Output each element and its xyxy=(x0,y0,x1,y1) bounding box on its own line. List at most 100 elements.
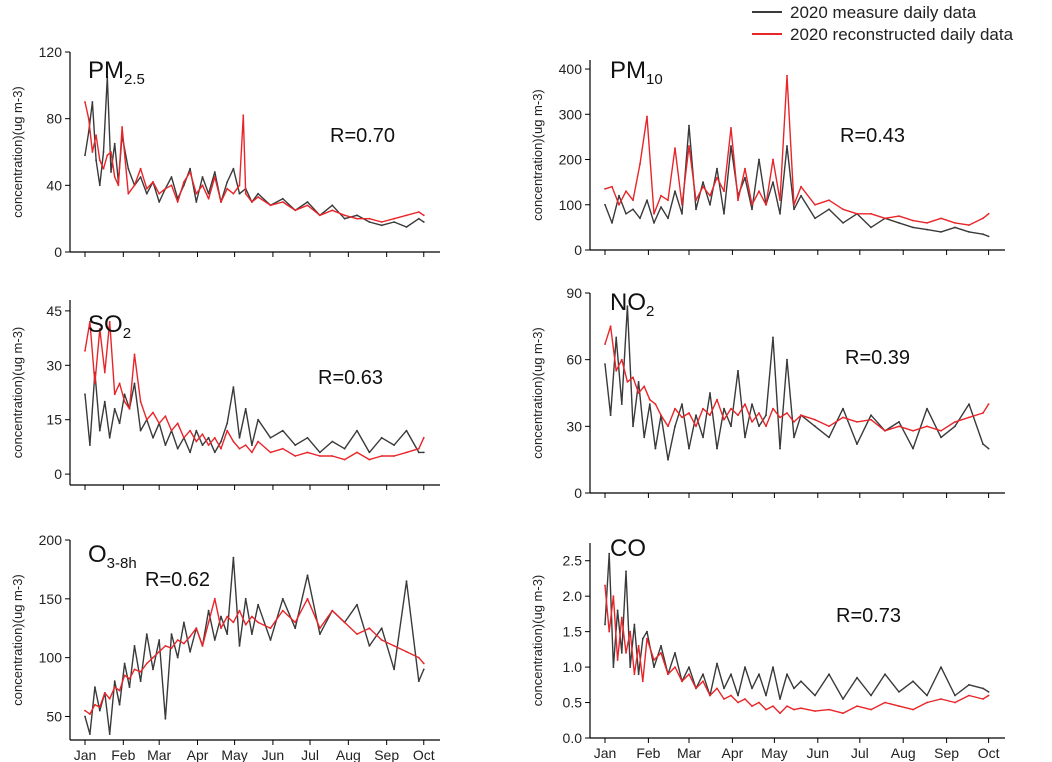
data-point-reconstructed xyxy=(772,407,774,410)
correlation-label: R=0.39 xyxy=(845,347,910,369)
data-point-measured xyxy=(751,403,753,405)
panel-title-main: CO xyxy=(610,535,646,562)
data-point-measured xyxy=(912,226,914,229)
data-point-measured xyxy=(723,687,725,690)
data-point-reconstructed xyxy=(637,644,640,647)
data-point-measured xyxy=(615,336,618,339)
data-point-measured xyxy=(633,623,636,626)
data-point-reconstructed xyxy=(751,203,753,206)
x-tick-label: May xyxy=(221,747,247,762)
data-point-reconstructed xyxy=(89,320,91,323)
data-point-reconstructed xyxy=(393,217,395,220)
data-point-reconstructed xyxy=(609,325,612,328)
data-point-reconstructed xyxy=(269,451,272,454)
data-point-measured xyxy=(793,208,795,211)
y-tick-label: 400 xyxy=(559,61,583,77)
data-point-measured xyxy=(145,633,148,635)
data-point-measured xyxy=(674,652,676,654)
data-point-reconstructed xyxy=(611,185,613,188)
data-point-measured xyxy=(620,403,623,405)
data-point-measured xyxy=(870,694,872,697)
data-point-reconstructed xyxy=(912,219,914,222)
data-point-reconstructed xyxy=(91,151,94,153)
data-point-reconstructed xyxy=(133,184,136,187)
data-point-reconstructed xyxy=(158,650,161,653)
data-point-measured xyxy=(331,440,334,443)
data-point-measured xyxy=(751,687,753,690)
data-point-measured xyxy=(737,369,739,372)
data-point-reconstructed xyxy=(660,652,662,654)
data-point-measured xyxy=(294,627,297,630)
data-point-measured xyxy=(123,662,126,665)
data-point-reconstructed xyxy=(737,701,739,704)
data-point-reconstructed xyxy=(103,371,106,374)
data-point-measured xyxy=(139,429,142,432)
data-point-reconstructed xyxy=(152,411,154,414)
x-tick-label: Mar xyxy=(147,747,171,762)
data-point-measured xyxy=(926,407,928,410)
data-point-measured xyxy=(779,447,781,450)
data-point-reconstructed xyxy=(940,698,942,700)
data-point-measured xyxy=(417,680,420,683)
data-point-reconstructed xyxy=(331,455,334,457)
data-point-measured xyxy=(667,217,669,220)
data-point-reconstructed xyxy=(660,414,662,417)
data-point-measured xyxy=(772,336,774,339)
panel-title: PM2.5 xyxy=(88,57,145,88)
data-point-measured xyxy=(982,443,984,445)
data-point-reconstructed xyxy=(306,451,309,454)
data-point-measured xyxy=(110,171,112,173)
data-point-measured xyxy=(393,444,395,446)
data-point-measured xyxy=(98,709,101,712)
data-point-reconstructed xyxy=(113,686,116,688)
data-point-reconstructed xyxy=(898,425,900,428)
data-point-measured xyxy=(84,393,86,396)
data-point-reconstructed xyxy=(702,407,704,410)
data-point-reconstructed xyxy=(688,412,690,414)
data-point-measured xyxy=(281,597,284,600)
data-point-reconstructed xyxy=(238,609,241,612)
data-point-measured xyxy=(84,154,86,157)
data-point-reconstructed xyxy=(170,184,173,187)
data-point-measured xyxy=(912,447,914,450)
data-point-reconstructed xyxy=(226,615,229,618)
data-point-measured xyxy=(646,199,648,202)
data-point-measured xyxy=(758,425,760,428)
data-point-reconstructed xyxy=(898,705,900,707)
data-point-reconstructed xyxy=(207,197,210,200)
data-point-measured xyxy=(380,627,383,630)
data-point-reconstructed xyxy=(954,222,956,224)
data-point-reconstructed xyxy=(117,184,120,187)
data-point-measured xyxy=(319,633,321,635)
data-point-reconstructed xyxy=(751,421,753,423)
data-point-measured xyxy=(987,235,990,238)
x-tick-label: Apr xyxy=(187,747,209,762)
data-point-reconstructed xyxy=(257,621,259,624)
data-point-reconstructed xyxy=(84,349,86,352)
y-tick-label: 100 xyxy=(39,650,63,666)
data-point-reconstructed xyxy=(257,196,259,198)
data-point-measured xyxy=(982,687,984,690)
data-point-reconstructed xyxy=(220,627,222,630)
data-point-measured xyxy=(87,131,90,133)
data-point-reconstructed xyxy=(294,621,297,624)
y-axis-label: concentration)(ug m-3) xyxy=(10,574,25,706)
data-point-reconstructed xyxy=(870,708,872,711)
data-point-measured xyxy=(195,429,198,432)
data-point-measured xyxy=(793,436,795,439)
data-point-reconstructed xyxy=(110,151,112,153)
x-tick-label: Feb xyxy=(111,747,135,762)
panel-title-main: SO xyxy=(88,311,123,338)
data-point-reconstructed xyxy=(625,190,627,193)
data-point-measured xyxy=(164,444,167,446)
correlation-label: R=0.62 xyxy=(145,569,210,591)
data-point-reconstructed xyxy=(604,584,606,587)
data-point-measured xyxy=(912,680,914,683)
data-point-reconstructed xyxy=(232,192,235,195)
data-point-reconstructed xyxy=(94,703,96,706)
data-point-reconstructed xyxy=(723,418,725,421)
data-point-reconstructed xyxy=(987,212,990,215)
data-point-measured xyxy=(695,414,697,417)
data-point-reconstructed xyxy=(152,656,154,659)
data-point-reconstructed xyxy=(368,458,371,461)
